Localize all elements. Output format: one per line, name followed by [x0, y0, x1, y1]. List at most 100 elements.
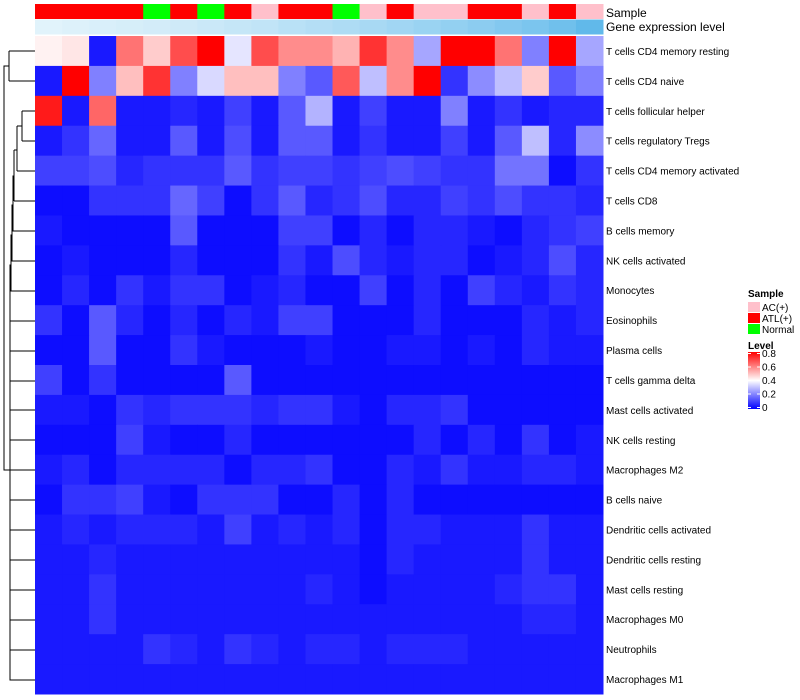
heatmap-cell: [197, 484, 225, 516]
gene-annotation-cell: [575, 19, 604, 35]
heatmap-cell: [251, 424, 279, 456]
heatmap-cell: [35, 215, 63, 246]
heatmap-cell: [305, 185, 334, 216]
heatmap-cell: [251, 275, 279, 306]
heatmap-cell: [278, 634, 306, 665]
row-label: Macrophages M0: [606, 615, 684, 626]
heatmap-cell: [62, 544, 90, 575]
level-tick-label: 0.4: [762, 376, 776, 387]
heatmap-cell: [440, 664, 469, 695]
gene-annotation-cell: [278, 19, 306, 35]
heatmap-cell: [170, 245, 198, 276]
heatmap-cell: [305, 484, 334, 516]
heatmap-cell: [35, 36, 63, 67]
heatmap-cell: [35, 454, 63, 486]
heatmap-cell: [143, 604, 171, 635]
heatmap-cell: [224, 275, 252, 306]
heatmap-cell: [548, 215, 577, 246]
sample-annotation-cell: [251, 4, 279, 19]
heatmap-cell: [143, 215, 171, 246]
heatmap-cell: [440, 245, 469, 276]
heatmap-cell: [440, 484, 469, 516]
heatmap-cell: [548, 185, 577, 216]
sample-annotation-cell: [440, 4, 469, 19]
heatmap-cell: [305, 95, 334, 127]
heatmap-cell: [116, 634, 144, 665]
sample-annotation-cell: [467, 4, 496, 19]
heatmap-cell: [521, 454, 550, 486]
heatmap-cell: [332, 245, 361, 276]
heatmap-cell: [116, 454, 144, 486]
heatmap-cell: [170, 365, 198, 396]
heatmap-cell: [494, 365, 523, 396]
heatmap-cell: [251, 36, 279, 67]
heatmap-cell: [413, 604, 442, 635]
heatmap-cell: [170, 305, 198, 336]
row-label: T cells CD4 memory resting: [606, 47, 729, 58]
row-label: Macrophages M1: [606, 675, 684, 686]
heatmap-cell: [548, 634, 577, 665]
heatmap-cell: [494, 65, 523, 97]
sample-annotation-cell: [170, 4, 198, 19]
heatmap-cell: [224, 65, 252, 97]
heatmap-cell: [116, 275, 144, 306]
heatmap-cell: [62, 664, 90, 695]
heatmap-cell: [170, 604, 198, 635]
heatmap-cell: [35, 245, 63, 276]
heatmap-cell: [440, 544, 469, 575]
heatmap-cell: [35, 65, 63, 97]
heatmap-cell: [413, 65, 442, 97]
heatmap-cell: [548, 394, 577, 426]
heatmap-cell: [62, 365, 90, 396]
heatmap-cell: [575, 484, 604, 516]
heatmap-cell: [305, 394, 334, 426]
row-label: Macrophages M2: [606, 466, 684, 477]
heatmap-cell: [359, 544, 388, 575]
heatmap-cell: [494, 664, 523, 695]
heatmap-cell: [116, 664, 144, 695]
heatmap-cell: [413, 215, 442, 246]
gene-annotation-cell: [116, 19, 144, 35]
heatmap-cell: [89, 245, 117, 276]
heatmap-cell: [413, 125, 442, 157]
heatmap-cell: [332, 335, 361, 366]
heatmap-cell: [116, 335, 144, 366]
heatmap-cell: [548, 36, 577, 67]
heatmap-cell: [251, 125, 279, 157]
heatmap-cell: [143, 185, 171, 216]
heatmap-cell: [116, 65, 144, 97]
heatmap-cell: [359, 365, 388, 396]
heatmap-cell: [467, 335, 496, 366]
heatmap-cell: [494, 185, 523, 216]
level-colorbar: [748, 352, 760, 409]
sample-legend-label: AC(+): [762, 303, 788, 314]
heatmap-cell: [548, 424, 577, 456]
heatmap-cell: [575, 394, 604, 426]
heatmap-cell: [62, 424, 90, 456]
heatmap-cell: [575, 95, 604, 127]
heatmap-cell: [440, 365, 469, 396]
heatmap-cell: [386, 305, 415, 336]
heatmap-cell: [467, 394, 496, 426]
heatmap-cell: [197, 335, 225, 366]
level-tick-label: 0.8: [762, 349, 776, 360]
heatmap-cell: [386, 484, 415, 516]
heatmap-cell: [251, 574, 279, 605]
row-label: T cells follicular helper: [606, 107, 705, 118]
heatmap-cell: [197, 275, 225, 306]
heatmap-cell: [521, 604, 550, 635]
heatmap-cell: [359, 514, 388, 545]
heatmap-cell: [62, 634, 90, 665]
heatmap-cell: [575, 275, 604, 306]
row-label: T cells CD4 naive: [606, 77, 685, 88]
gene-annotation-cell: [521, 19, 550, 35]
heatmap-cell: [467, 664, 496, 695]
heatmap-cell: [440, 335, 469, 366]
heatmap-cell: [467, 544, 496, 575]
heatmap-cell: [251, 305, 279, 336]
heatmap-cell: [386, 424, 415, 456]
heatmap-cell: [116, 305, 144, 336]
heatmap-cell: [359, 335, 388, 366]
heatmap-cell: [224, 95, 252, 127]
